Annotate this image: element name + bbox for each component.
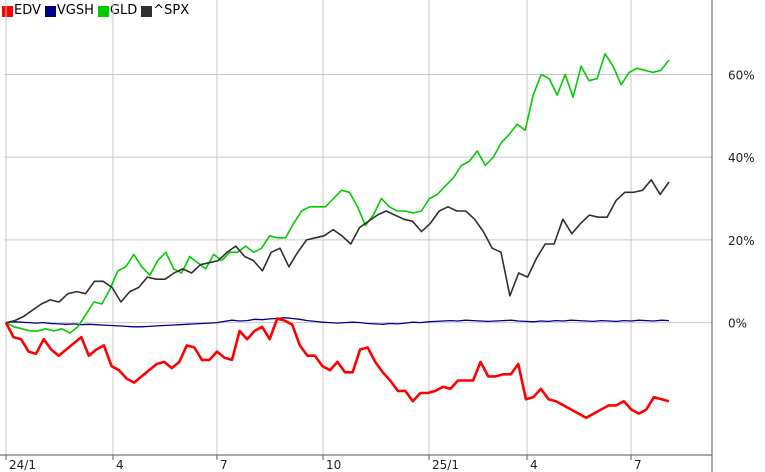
y-tick-label: 60%: [728, 68, 755, 82]
legend-item: ^SPX: [141, 3, 189, 19]
legend-swatch: [2, 5, 13, 17]
x-tick-label: 4: [116, 458, 124, 472]
y-tick-label: 20%: [728, 234, 755, 248]
series-layer: [4, 52, 670, 420]
series-line-spx: [5, 179, 670, 324]
legend-item: VGSH: [44, 3, 94, 19]
x-tick-label: 7: [220, 458, 228, 472]
x-tick-label: 10: [326, 458, 341, 472]
y-tick-label: 40%: [728, 151, 755, 165]
x-tick-label: 25/1: [432, 458, 459, 472]
y-tick-label: 0%: [728, 317, 747, 331]
series-line-vgsh: [5, 317, 670, 328]
legend-swatch: [44, 5, 56, 17]
chart-legend: EDV VGSH GLD ^SPX: [2, 3, 189, 19]
x-tick-label: 24/1: [9, 458, 36, 472]
chart-grid: [4, 0, 712, 455]
legend-label: EDV: [14, 3, 41, 18]
chart-axes: [0, 0, 713, 472]
legend-label: VGSH: [56, 3, 94, 18]
y-tick-labels: 0% 20% 40% 60%: [728, 68, 755, 330]
x-tick-label: 7: [634, 458, 642, 472]
legend-swatch: [141, 5, 153, 17]
series-line-edv: [4, 317, 670, 420]
x-tick-labels: 24/1 4 7 10 25/1 4 7: [9, 458, 642, 472]
legend-swatch: [97, 5, 109, 17]
series-line-gld: [5, 52, 670, 334]
legend-label: ^SPX: [153, 3, 190, 18]
legend-item: EDV: [2, 3, 41, 19]
x-tick-label: 4: [530, 458, 538, 472]
legend-item: GLD: [97, 3, 138, 19]
legend-label: GLD: [109, 3, 138, 18]
